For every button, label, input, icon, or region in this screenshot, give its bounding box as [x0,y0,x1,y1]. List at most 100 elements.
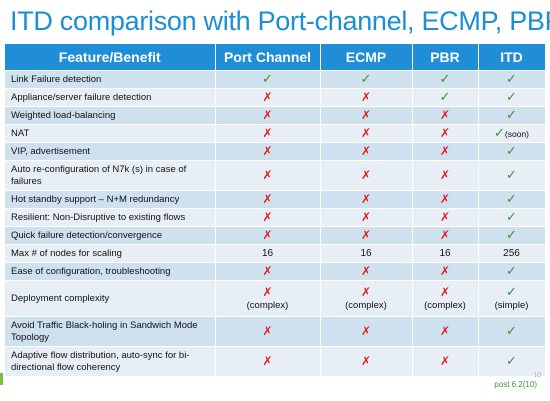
cross-icon: ✗ [439,209,451,224]
feature-cell: Avoid Traffic Black-holing in Sandwich M… [5,316,216,347]
feature-cell: Ease of configuration, troubleshooting [5,262,216,281]
check-icon: ✓ [494,124,505,140]
cross-icon: ✗ [262,167,273,182]
cross-icon: ✗ [262,209,273,224]
feature-cell: Hot standby support – N+M redundancy [5,190,216,209]
value-cell: ✗ [215,316,321,347]
value-cell: ✗ [412,262,479,281]
value-cell: ✓ [478,226,546,245]
cross-icon: ✗ [439,167,451,182]
check-icon: ✓ [506,70,517,86]
value-cell: 16 [215,244,321,263]
cross-icon: ✗ [439,107,451,122]
value-cell: ✓ [478,316,546,347]
value-cell: ✗ [412,142,479,161]
feature-cell: Deployment complexity [5,280,216,317]
table-row: Resilient: Non-Disruptive to existing fl… [5,208,546,227]
value-cell: ✓ [478,208,546,227]
cross-icon: ✗ [439,125,451,140]
check-icon: ✓ [506,142,517,158]
feature-cell: Resilient: Non-Disruptive to existing fl… [5,208,216,227]
cross-icon: ✗ [262,191,273,206]
cross-icon: ✗ [439,353,451,368]
value-cell: ✗ [412,226,479,245]
cell-subtext: (simple) [494,300,529,311]
check-icon: ✓ [506,226,517,242]
slide-title: ITD comparison with Port-channel, ECMP, … [10,6,550,36]
cell-subtext: (complex) [345,300,387,311]
value-text: 16 [360,247,372,259]
feature-cell: Auto re-configuration of N7k (s) in case… [5,160,216,191]
feature-cell: Appliance/server failure detection [5,88,216,107]
value-text: 256 [503,247,520,259]
cross-icon: ✗ [439,285,451,299]
check-icon: ✓ [506,208,517,224]
feature-cell: Quick failure detection/convergence [5,226,216,245]
check-icon: ✓ [506,284,517,299]
value-cell: ✗ [320,346,413,377]
feature-cell: VIP, advertisement [5,142,216,161]
value-cell: ✗ [320,124,413,143]
cross-icon: ✗ [360,227,372,242]
value-cell: ✗ [215,226,321,245]
check-icon: ✓ [360,70,372,86]
value-cell: ✗ (complex) [320,280,413,317]
table-row: Avoid Traffic Black-holing in Sandwich M… [5,316,546,347]
table-row: Appliance/server failure detection ✗ ✗ ✓ ✓ [5,88,546,107]
table-row: Quick failure detection/convergence ✗ ✗ ✗ ✓ [5,226,546,245]
cross-icon: ✗ [360,209,372,224]
check-icon: ✓ [439,70,451,86]
table-row: Weighted load-balancing ✗ ✗ ✗ ✓ [5,106,546,125]
table-header-row: Feature/Benefit Port Channel ECMP PBR IT… [5,44,546,71]
header-ecmp: ECMP [320,44,413,71]
check-icon: ✓ [506,88,517,104]
check-icon: ✓ [506,190,517,206]
itd-footnote: post 6.2(10) [494,380,537,389]
value-cell: ✗ [320,142,413,161]
value-cell: ✗ [412,124,479,143]
value-text: 16 [261,247,274,259]
cell-note: (soon) [504,128,529,139]
check-icon: ✓ [506,106,517,122]
cross-icon: ✗ [439,143,451,158]
value-cell: ✗ [412,208,479,227]
value-cell: ✗ [320,160,413,191]
value-cell: ✗ [320,88,413,107]
value-cell: ✗ [215,106,321,125]
table-row: Deployment complexity ✗ (complex) ✗ (complex… [5,280,546,317]
check-icon: ✓ [506,166,517,182]
value-cell: 16 [412,244,479,263]
cross-icon: ✗ [360,353,372,368]
value-cell: ✓ [478,106,546,125]
cross-icon: ✗ [439,191,451,206]
value-cell: 16 [320,244,413,263]
check-icon: ✓ [262,70,273,86]
value-cell: ✗ [215,124,321,143]
value-cell: ✓ [412,88,479,107]
cross-icon: ✗ [360,125,372,140]
cross-icon: ✗ [439,227,451,242]
value-cell: ✓ [478,142,546,161]
value-cell: ✗ [215,262,321,281]
value-cell: ✗ [215,208,321,227]
value-cell: ✗ [412,316,479,347]
table-row: Hot standby support – N+M redundancy ✗ ✗ ✗ ✓ [5,190,546,209]
value-cell: ✗ [215,160,321,191]
value-text: 16 [439,247,451,259]
table-row: NAT ✗ ✗ ✗ ✓(soon) [5,124,546,143]
value-cell: ✓ [478,262,546,281]
feature-cell: Link Failure detection [5,70,216,89]
cell-subtext: (complex) [424,300,466,311]
value-cell: 256 [478,244,546,263]
feature-cell: Max # of nodes for scaling [5,244,216,263]
value-cell: ✓(soon) [478,124,546,143]
cross-icon: ✗ [360,191,372,206]
value-cell: ✗ [412,346,479,377]
cross-icon: ✗ [360,263,372,278]
value-cell: ✗ [215,88,321,107]
feature-cell: NAT [5,124,216,143]
table-body: Link Failure detection ✓ ✓ ✓ ✓ Appliance/serv… [5,70,546,377]
cross-icon: ✗ [360,89,372,104]
value-cell: ✗ (complex) [215,280,321,317]
value-cell: ✓ [215,70,321,89]
